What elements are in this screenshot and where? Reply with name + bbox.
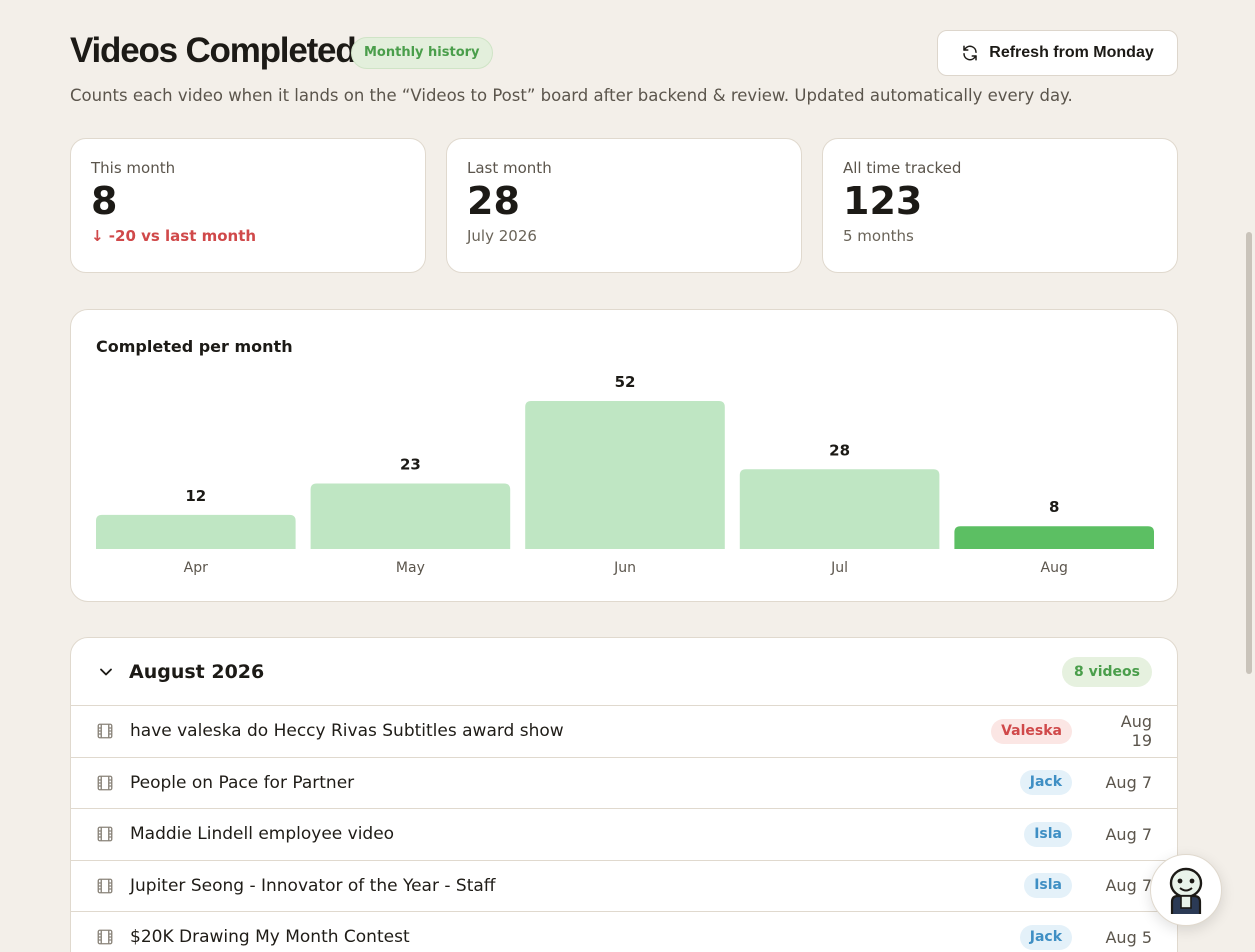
video-row[interactable]: $20K Drawing My Month Contest Jack Aug 5 <box>71 912 1177 952</box>
completed-per-month-chart-card: Completed per month 12 Apr 23 May 52 Jun 28 Jul… <box>70 309 1178 602</box>
film-icon <box>97 826 113 842</box>
bar-jul[interactable] <box>739 469 940 549</box>
bar-value-label: 8 <box>1049 498 1059 516</box>
video-row[interactable]: Jupiter Seong - Innovator of the Year - … <box>71 861 1177 912</box>
monthly-history-badge: Monthly history <box>351 37 493 69</box>
month-group-header[interactable]: August 2026 8 videos <box>71 638 1177 706</box>
bar-value-label: 28 <box>829 441 850 459</box>
video-count-badge: 8 videos <box>1061 657 1152 687</box>
stat-value: 8 <box>91 179 118 223</box>
video-row[interactable]: Maddie Lindell employee video Isla Aug 7 <box>71 809 1177 861</box>
video-title: have valeska do Heccy Rivas Subtitles aw… <box>130 721 564 742</box>
chart-title: Completed per month <box>96 337 293 356</box>
film-icon <box>97 775 113 791</box>
video-row[interactable]: People on Pace for Partner Jack Aug 7 <box>71 758 1177 809</box>
x-tick-label: May <box>396 560 425 576</box>
assignee-badge[interactable]: Valeska <box>991 718 1072 744</box>
assignee-badge[interactable]: Jack <box>1019 770 1072 796</box>
assignee-badge[interactable]: Isla <box>1024 821 1072 847</box>
refresh-button[interactable]: Refresh from Monday <box>937 30 1178 76</box>
stat-sub: July 2026 <box>467 227 537 245</box>
chevron-down-icon[interactable] <box>96 662 116 682</box>
stat-sub: 5 months <box>843 227 914 245</box>
stat-cards: This month 8 ↓ -20 vs last month Last mo… <box>70 138 1178 273</box>
refresh-button-label: Refresh from Monday <box>989 44 1154 61</box>
video-list: have valeska do Heccy Rivas Subtitles aw… <box>71 706 1177 952</box>
videos-completed-page: Videos Completed Monthly history Refresh… <box>70 0 1178 952</box>
bar-chart: 12 Apr 23 May 52 Jun 28 Jul 8 Aug <box>96 373 1154 576</box>
scrollbar-thumb[interactable] <box>1246 232 1252 674</box>
stat-card-this-month: This month 8 ↓ -20 vs last month <box>70 138 426 273</box>
x-tick-label: Apr <box>184 560 208 576</box>
refresh-icon <box>963 45 978 61</box>
assignee-badge[interactable]: Isla <box>1024 873 1072 899</box>
video-title: People on Pace for Partner <box>130 772 355 793</box>
completed-date: Aug 7 <box>1105 824 1152 844</box>
bar-value-label: 52 <box>615 373 636 391</box>
bar-value-label: 12 <box>185 487 206 505</box>
completed-date: Aug 7 <box>1105 876 1152 896</box>
page-subtitle: Counts each video when it lands on the “… <box>70 86 1073 105</box>
bar-value-label: 23 <box>400 456 421 474</box>
page-scrollbar[interactable] <box>1243 0 1255 952</box>
bar-apr[interactable] <box>96 514 296 549</box>
x-tick-label: Aug <box>1041 560 1068 576</box>
stat-label: All time tracked <box>843 159 962 177</box>
month-group-title: August 2026 <box>129 660 265 683</box>
stat-change: ↓ -20 vs last month <box>91 227 257 245</box>
x-tick-label: Jul <box>830 560 848 576</box>
assignee-badge[interactable]: Jack <box>1019 924 1072 950</box>
bar-jun[interactable] <box>525 401 725 549</box>
video-title: $20K Drawing My Month Contest <box>130 927 410 948</box>
video-title: Jupiter Seong - Innovator of the Year - … <box>130 875 496 896</box>
completed-date: Aug 7 <box>1105 773 1152 793</box>
video-title: Maddie Lindell employee video <box>130 824 395 845</box>
film-icon <box>97 878 113 894</box>
x-tick-label: Jun <box>613 560 636 576</box>
assistant-bot-icon <box>1169 867 1203 914</box>
film-icon <box>97 723 113 739</box>
stat-card-all-time: All time tracked 123 5 months <box>822 138 1178 273</box>
stat-label: This month <box>91 159 176 177</box>
page-title: Videos Completed <box>70 31 357 70</box>
page-header: Videos Completed Monthly history Refresh… <box>70 0 1178 110</box>
bar-aug[interactable] <box>954 526 1154 549</box>
stat-value: 28 <box>467 179 520 223</box>
assistant-bot-button[interactable] <box>1150 854 1222 926</box>
video-row[interactable]: have valeska do Heccy Rivas Subtitles aw… <box>71 706 1177 758</box>
month-group-card: August 2026 8 videos have valeska do Hec… <box>70 637 1178 952</box>
stat-value: 123 <box>843 179 923 223</box>
stat-label: Last month <box>467 159 552 177</box>
completed-date: Aug 19 <box>1120 712 1152 751</box>
film-icon <box>97 929 113 945</box>
completed-date: Aug 5 <box>1105 927 1152 947</box>
stat-card-last-month: Last month 28 July 2026 <box>446 138 802 273</box>
bar-may[interactable] <box>310 483 511 549</box>
